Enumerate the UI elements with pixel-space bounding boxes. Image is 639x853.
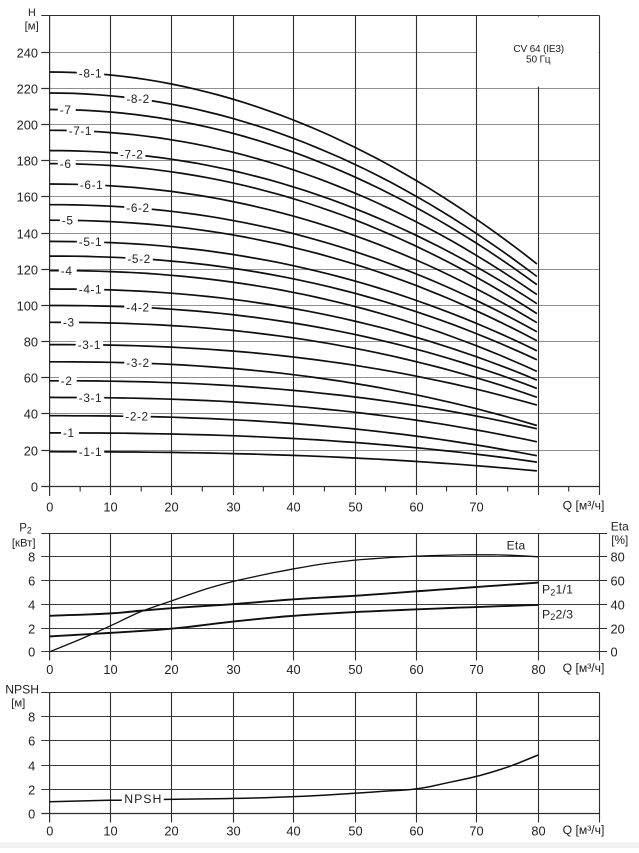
svg-text:P2: P2 [19, 522, 32, 535]
svg-text:20: 20 [611, 622, 625, 637]
svg-text:50: 50 [348, 500, 362, 515]
svg-text:0: 0 [28, 645, 35, 660]
svg-text:70: 70 [469, 500, 483, 515]
svg-text:160: 160 [17, 190, 38, 205]
svg-text:60: 60 [409, 500, 423, 515]
svg-text:P22/3: P22/3 [542, 607, 573, 622]
svg-text:0: 0 [46, 662, 53, 677]
svg-text:-2: -2 [61, 374, 73, 388]
svg-text:10: 10 [103, 824, 117, 839]
svg-text:20: 20 [164, 500, 178, 515]
svg-text:80: 80 [531, 662, 545, 677]
svg-text:CV 64 (IE3): CV 64 (IE3) [513, 44, 564, 55]
svg-text:140: 140 [17, 227, 38, 242]
svg-text:60: 60 [24, 371, 38, 386]
svg-text:0: 0 [28, 807, 35, 822]
svg-text:NPSH: NPSH [124, 792, 162, 806]
svg-text:6: 6 [28, 734, 35, 749]
svg-text:-8-2: -8-2 [126, 92, 149, 106]
svg-text:-7-2: -7-2 [120, 148, 143, 162]
svg-text:H: H [28, 7, 36, 19]
svg-text:80: 80 [24, 335, 38, 350]
svg-text:-6: -6 [60, 157, 72, 171]
svg-text:10: 10 [103, 662, 117, 677]
svg-text:40: 40 [24, 407, 38, 422]
svg-text:-5-1: -5-1 [79, 235, 102, 249]
svg-text:70: 70 [469, 824, 483, 839]
svg-text:-3: -3 [63, 316, 75, 330]
svg-text:100: 100 [17, 299, 38, 314]
svg-text:-6-2: -6-2 [126, 201, 149, 215]
svg-text:-5: -5 [62, 214, 74, 228]
svg-text:50: 50 [348, 824, 362, 839]
svg-text:-4: -4 [61, 264, 73, 278]
svg-text:-2-2: -2-2 [125, 410, 148, 424]
svg-text:NPSH: NPSH [5, 682, 39, 696]
svg-text:40: 40 [286, 500, 300, 515]
svg-text:Q [м³/ч]: Q [м³/ч] [563, 823, 605, 837]
svg-text:4: 4 [28, 759, 35, 774]
svg-text:40: 40 [286, 662, 300, 677]
svg-text:2: 2 [28, 622, 35, 637]
svg-text:-7-1: -7-1 [69, 124, 92, 138]
svg-text:Q [м³/ч]: Q [м³/ч] [563, 661, 605, 675]
svg-text:-5-2: -5-2 [127, 252, 150, 266]
svg-text:Eta: Eta [611, 520, 629, 534]
svg-text:-3-1: -3-1 [79, 391, 102, 405]
svg-text:220: 220 [17, 82, 38, 97]
svg-text:0: 0 [46, 824, 53, 839]
svg-text:30: 30 [226, 662, 240, 677]
svg-text:-4-2: -4-2 [126, 301, 149, 315]
svg-text:-3-1: -3-1 [78, 338, 101, 352]
svg-text:40: 40 [286, 824, 300, 839]
svg-text:-7: -7 [60, 103, 72, 117]
svg-text:80: 80 [531, 824, 545, 839]
svg-text:20: 20 [24, 444, 38, 459]
svg-text:120: 120 [17, 263, 38, 278]
svg-text:Q [м³/ч]: Q [м³/ч] [563, 498, 605, 512]
svg-text:-6-1: -6-1 [80, 178, 103, 192]
svg-text:80: 80 [611, 550, 625, 565]
svg-text:[кВт]: [кВт] [12, 538, 36, 550]
svg-text:[м]: [м] [25, 20, 39, 32]
svg-text:50: 50 [348, 662, 362, 677]
svg-text:0: 0 [46, 500, 53, 515]
svg-text:30: 30 [226, 500, 240, 515]
svg-text:P21/1: P21/1 [542, 583, 573, 598]
svg-text:40: 40 [611, 598, 625, 613]
svg-text:60: 60 [409, 662, 423, 677]
svg-text:-1: -1 [63, 426, 75, 440]
svg-text:-4-1: -4-1 [79, 283, 102, 297]
svg-text:60: 60 [611, 574, 625, 589]
svg-text:60: 60 [409, 824, 423, 839]
svg-text:Eta: Eta [507, 538, 526, 552]
svg-text:0: 0 [611, 645, 618, 660]
svg-text:8: 8 [28, 550, 35, 565]
svg-text:-1-1: -1-1 [79, 445, 102, 459]
svg-text:50 Гц: 50 Гц [526, 54, 551, 65]
svg-text:180: 180 [17, 154, 38, 169]
svg-text:4: 4 [28, 598, 35, 613]
svg-text:[%]: [%] [611, 533, 628, 547]
svg-text:8: 8 [28, 710, 35, 725]
svg-text:[м]: [м] [11, 698, 25, 710]
svg-text:20: 20 [164, 824, 178, 839]
svg-text:6: 6 [28, 574, 35, 589]
svg-text:10: 10 [103, 500, 117, 515]
svg-text:70: 70 [469, 662, 483, 677]
svg-text:2: 2 [28, 783, 35, 798]
svg-text:-3-2: -3-2 [126, 356, 149, 370]
svg-text:30: 30 [226, 824, 240, 839]
svg-text:-8-1: -8-1 [79, 67, 102, 81]
svg-text:200: 200 [17, 118, 38, 133]
svg-text:0: 0 [31, 480, 38, 495]
svg-text:20: 20 [164, 662, 178, 677]
svg-text:240: 240 [17, 46, 38, 61]
